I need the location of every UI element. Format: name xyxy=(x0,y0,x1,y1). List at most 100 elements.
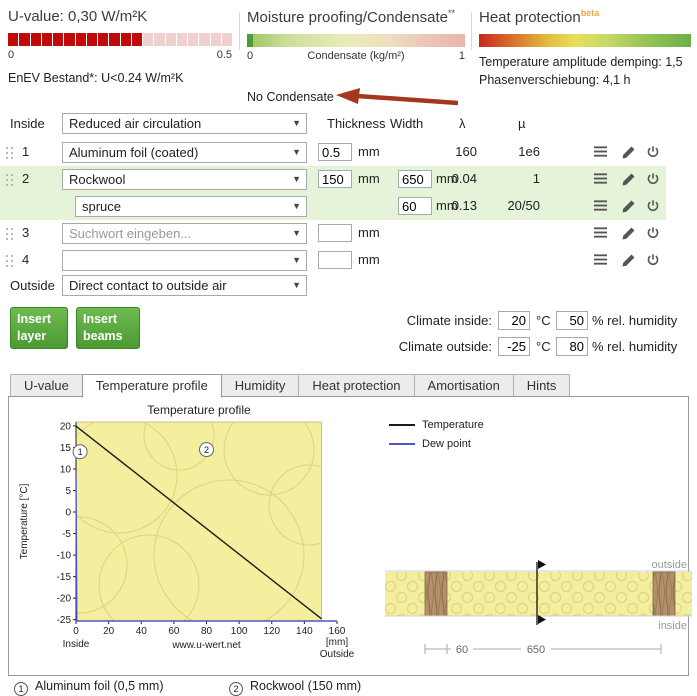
width-input[interactable] xyxy=(398,197,432,215)
uvalue-bar xyxy=(8,33,232,46)
mu-value: 20/50 xyxy=(507,198,540,213)
row-number: 4 xyxy=(22,252,30,267)
inside-humidity-input[interactable] xyxy=(556,311,588,330)
humidity-unit-label: % rel. humidity xyxy=(592,313,678,328)
material-value: Rockwool xyxy=(69,172,126,187)
uvalue-bar-segment xyxy=(210,33,221,46)
dropdown-arrow-icon: ▼ xyxy=(292,147,301,157)
dropdown-arrow-icon: ▼ xyxy=(292,228,301,238)
tab-temperature-profile[interactable]: Temperature profile xyxy=(81,374,222,398)
inside-row: Inside Reduced air circulation ▼ Thickne… xyxy=(0,112,697,137)
menu-icon[interactable] xyxy=(593,253,609,269)
material-select[interactable]: spruce ▼ xyxy=(75,196,307,217)
tab-u-value[interactable]: U-value xyxy=(10,374,83,396)
wall-cross-section: outside inside xyxy=(385,559,692,656)
lambda-value: 0.04 xyxy=(451,171,477,186)
insert-layer-button[interactable]: Insert layer xyxy=(10,307,68,349)
uvalue-bar-segment xyxy=(53,33,64,46)
inside-surface-select[interactable]: Reduced air circulation ▼ xyxy=(62,113,307,134)
header-lambda: λ xyxy=(459,116,466,131)
heat-protection-gauge: Heat protectionbeta Temperature amplitud… xyxy=(479,8,691,87)
power-toggle-icon[interactable] xyxy=(646,145,662,161)
field-width-dimension: 650 xyxy=(527,644,545,656)
outside-surface-select[interactable]: Direct contact to outside air ▼ xyxy=(62,275,307,296)
material-select[interactable]: Suchwort eingeben... ▼ xyxy=(62,223,307,244)
svg-text:15: 15 xyxy=(60,443,72,454)
svg-text:80: 80 xyxy=(201,626,213,637)
section-cut-line[interactable] xyxy=(536,560,546,625)
svg-text:www.u-wert.net: www.u-wert.net xyxy=(171,640,241,651)
moisture-title-sup: ** xyxy=(447,8,455,18)
footnote-layer-1: 1 Aluminum foil (0,5 mm) xyxy=(14,679,164,696)
power-toggle-icon[interactable] xyxy=(646,253,662,269)
material-value: spruce xyxy=(82,199,122,214)
drag-handle-icon[interactable] xyxy=(6,147,15,160)
menu-icon[interactable] xyxy=(593,199,609,215)
mu-value: 1e6 xyxy=(518,144,540,159)
thickness-input[interactable] xyxy=(318,143,352,161)
climate-outside-label: Climate outside: xyxy=(398,339,492,354)
lambda-value: 0.13 xyxy=(451,198,477,213)
edit-pencil-icon[interactable] xyxy=(621,145,637,161)
uvalue-bar-segment xyxy=(131,33,142,46)
outside-temperature-input[interactable] xyxy=(498,337,530,356)
power-toggle-icon[interactable] xyxy=(646,199,662,215)
moisture-title: Moisture proofing/Condensate** xyxy=(247,8,465,26)
dropdown-arrow-icon: ▼ xyxy=(292,118,301,128)
material-select[interactable]: ▼ xyxy=(62,250,307,271)
uvalue-bar-segment xyxy=(199,33,210,46)
thickness-input[interactable] xyxy=(318,251,352,269)
drag-handle-icon[interactable] xyxy=(6,255,15,268)
tab-hints[interactable]: Hints xyxy=(512,374,571,396)
svg-text:100: 100 xyxy=(231,626,248,637)
width-input[interactable] xyxy=(398,170,432,188)
thickness-input[interactable] xyxy=(318,170,352,188)
menu-icon[interactable] xyxy=(593,172,609,188)
insert-beams-button[interactable]: Insert beams xyxy=(76,307,140,349)
menu-icon[interactable] xyxy=(593,145,609,161)
menu-icon[interactable] xyxy=(593,226,609,242)
svg-text:120: 120 xyxy=(263,626,280,637)
layer-marker-1: 1 xyxy=(72,444,88,460)
uvalue-bar-segment xyxy=(221,33,232,46)
heat-title: Heat protectionbeta xyxy=(479,8,691,26)
moisture-bar xyxy=(247,34,465,47)
wood-beam-left xyxy=(424,571,448,617)
edit-pencil-icon[interactable] xyxy=(621,253,637,269)
drag-handle-icon[interactable] xyxy=(6,228,15,241)
inside-surface-value: Reduced air circulation xyxy=(69,116,202,131)
power-toggle-icon[interactable] xyxy=(646,172,662,188)
dropdown-arrow-icon: ▼ xyxy=(292,280,301,290)
width-unit: mm xyxy=(436,171,458,186)
svg-text:Outside: Outside xyxy=(320,649,355,660)
edit-pencil-icon[interactable] xyxy=(621,226,637,242)
edit-pencil-icon[interactable] xyxy=(621,172,637,188)
inside-temperature-input[interactable] xyxy=(498,311,530,330)
dropdown-arrow-icon: ▼ xyxy=(292,174,301,184)
heat-note-damping: Temperature amplitude demping: 1,5 xyxy=(479,55,683,69)
outside-humidity-input[interactable] xyxy=(556,337,588,356)
header-width: Width xyxy=(390,116,424,131)
power-toggle-icon[interactable] xyxy=(646,226,662,242)
result-panel: Temperature profile 20 15 10 5 0 -5 -10 -15 -20-… xyxy=(8,396,692,676)
moisture-scale-max: 1 xyxy=(458,50,465,62)
material-select[interactable]: Aluminum foil (coated) ▼ xyxy=(62,142,307,163)
tab-amortisation[interactable]: Amortisation xyxy=(413,374,514,396)
header-thickness: Thickness xyxy=(327,116,386,131)
tab-humidity[interactable]: Humidity xyxy=(220,374,300,396)
dropdown-arrow-icon: ▼ xyxy=(292,255,301,265)
moisture-scale: 0 Condensate (kg/m²) 1 xyxy=(247,50,465,62)
uvalue-scale-min: 0 xyxy=(8,49,15,61)
heat-title-text: Heat protection xyxy=(479,9,581,26)
heat-bar xyxy=(479,34,691,47)
drag-handle-icon[interactable] xyxy=(6,174,15,187)
material-select[interactable]: Rockwool ▼ xyxy=(62,169,307,190)
edit-pencil-icon[interactable] xyxy=(621,199,637,215)
uvalue-scale: 0 0.5 xyxy=(8,49,232,61)
condensate-annotation-arrow-icon xyxy=(336,88,459,106)
legend-item-temperature: Temperature xyxy=(389,419,484,431)
thickness-input[interactable] xyxy=(318,224,352,242)
tab-heat-protection[interactable]: Heat protection xyxy=(298,374,415,396)
uvalue-bar-segment xyxy=(86,33,97,46)
